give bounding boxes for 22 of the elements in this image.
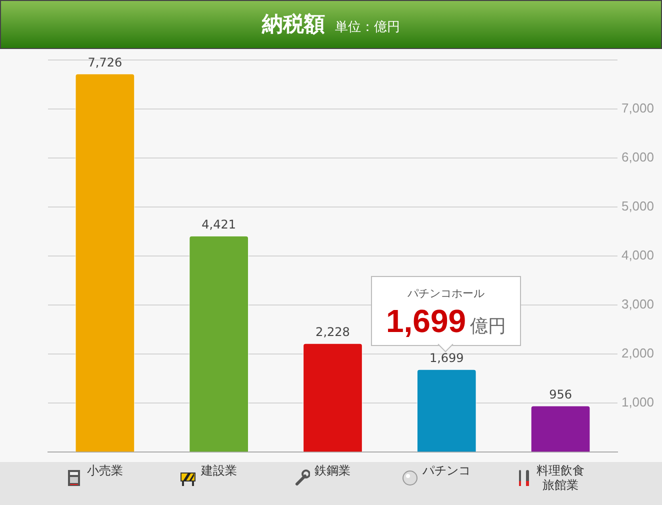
x-tick-label: 建設業 (200, 464, 237, 478)
chart-title: 納税額 (262, 12, 325, 36)
data-label: 4,421 (202, 217, 236, 232)
annotation: 1,699 (386, 303, 466, 339)
y-tick-label: 4,000 (621, 248, 654, 263)
y-tick-label: 3,000 (621, 296, 654, 312)
y-tick-label: 7,000 (621, 100, 654, 116)
y-tick-label: 6,000 (621, 149, 654, 164)
x-tick-label: 料理飲食旅館業 (536, 464, 585, 492)
data-label: 956 (549, 387, 572, 402)
annotation: パチンコホール (406, 286, 486, 301)
y-tick-label: 2,000 (621, 346, 654, 361)
y-tick-label: 1,000 (621, 394, 654, 410)
chart-subtitle: 単位：億円 (335, 20, 400, 35)
x-tick-label: パチンコ (422, 464, 471, 478)
data-label: 2,228 (316, 325, 350, 340)
x-tick-label: 鉄鋼業 (314, 464, 351, 478)
annotation: 億円 (470, 316, 506, 337)
y-tick-label: 5,000 (621, 198, 654, 214)
x-tick-label: 小売業 (86, 464, 123, 478)
data-label: 1,699 (429, 350, 464, 365)
data-label: 7,726 (88, 55, 122, 70)
